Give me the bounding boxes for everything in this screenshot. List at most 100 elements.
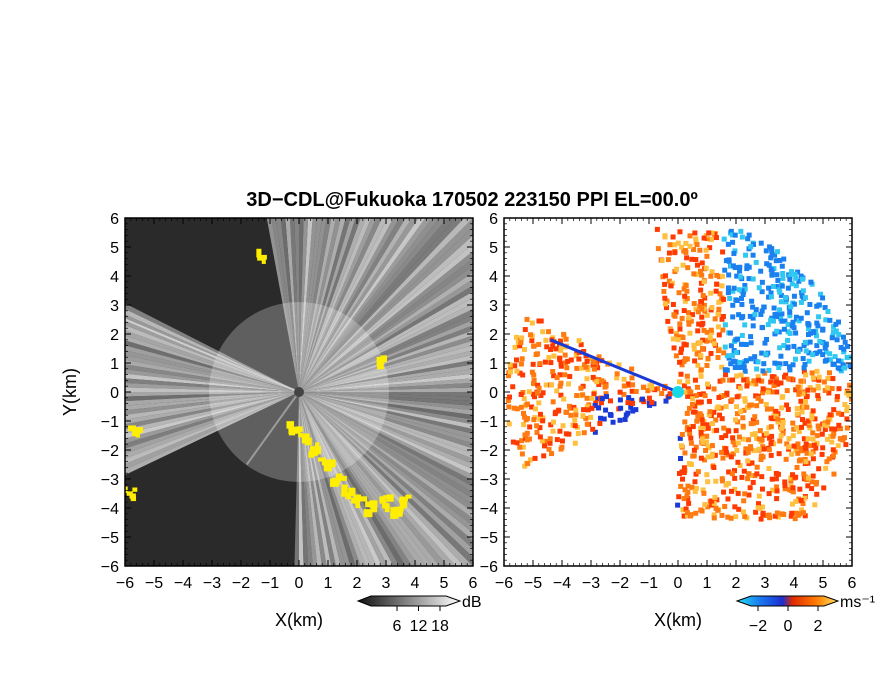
doppler-pixel: [830, 376, 836, 382]
doppler-pixel: [514, 368, 520, 374]
doppler-pixel: [654, 226, 660, 232]
doppler-pixel: [717, 291, 723, 297]
doppler-pixel: [758, 516, 764, 522]
doppler-pixel: [603, 383, 609, 389]
doppler-pixel: [588, 414, 594, 420]
doppler-pixel: [737, 463, 743, 469]
doppler-pixel: [803, 474, 809, 480]
doppler-pixel: [805, 475, 811, 481]
doppler-pixel: [701, 433, 707, 439]
doppler-pixel: [537, 425, 543, 431]
doppler-pixel: [699, 314, 705, 320]
reflectivity-beam: [125, 373, 299, 392]
doppler-pixel: [810, 473, 816, 479]
doppler-pixel: [807, 443, 813, 449]
x-tick-label: 6: [469, 575, 478, 592]
doppler-pixel: [837, 436, 843, 442]
doppler-pixel: [768, 267, 774, 273]
doppler-pixel: [755, 505, 761, 511]
doppler-pixel: [674, 266, 680, 272]
doppler-pixel: [519, 356, 525, 362]
doppler-pixel: [689, 401, 695, 407]
doppler-pixel: [588, 356, 594, 362]
doppler-pixel: [719, 364, 725, 370]
doppler-pixel: [698, 399, 704, 405]
doppler-pixel: [711, 500, 717, 506]
doppler-pixel: [766, 465, 772, 471]
doppler-pixel: [781, 326, 787, 332]
doppler-pixel: [709, 269, 715, 275]
doppler-pixel: [799, 424, 805, 430]
overlay-pixel: [363, 509, 373, 518]
doppler-pixel: [791, 301, 797, 307]
doppler-pixel: [738, 408, 744, 414]
doppler-pixel: [763, 248, 769, 254]
doppler-pixel: [684, 410, 690, 416]
doppler-pixel: [687, 431, 693, 437]
doppler-pixel: [823, 349, 829, 355]
doppler-pixel: [529, 338, 535, 344]
doppler-pixel: [786, 444, 792, 450]
doppler-pixel: [835, 410, 841, 416]
doppler-pixel: [789, 323, 795, 329]
doppler-pixel: [832, 354, 838, 360]
doppler-pixel: [784, 388, 790, 394]
doppler-pixel: [797, 511, 803, 517]
reflectivity-beam: [299, 235, 473, 392]
doppler-pixel: [741, 407, 747, 413]
doppler-pixel: [713, 505, 719, 511]
reflectivity-beam: [125, 392, 299, 397]
doppler-pixel: [691, 342, 697, 348]
doppler-pixel: [557, 383, 563, 389]
doppler-pixel: [766, 262, 772, 268]
doppler-pixel: [742, 398, 748, 404]
doppler-pixel: [819, 431, 825, 437]
doppler-pixel: [563, 431, 569, 437]
overlay-pixel: [341, 484, 348, 492]
doppler-pixel: [622, 416, 628, 422]
doppler-pixel: [753, 509, 759, 515]
doppler-pixel: [628, 404, 634, 410]
doppler-pixel: [764, 261, 770, 267]
reflectivity-beam: [299, 340, 473, 392]
doppler-pixel: [823, 341, 829, 347]
doppler-pixel: [724, 390, 730, 396]
doppler-pixel: [691, 453, 697, 459]
x-tick-label: −1: [261, 575, 279, 592]
doppler-pixel: [794, 425, 800, 431]
doppler-pixel: [790, 485, 796, 491]
doppler-pixel: [763, 431, 769, 437]
y-tick-label: 5: [489, 240, 498, 257]
doppler-pixel: [534, 423, 540, 429]
doppler-pixel: [760, 386, 766, 392]
doppler-pixel: [809, 370, 815, 376]
doppler-pixel: [598, 415, 604, 421]
doppler-pixel: [787, 273, 793, 279]
reflectivity-beam: [125, 392, 299, 429]
reflectivity-beam: [299, 392, 456, 566]
doppler-pixel: [787, 313, 793, 319]
doppler-pixel: [679, 362, 685, 368]
doppler-pixel: [787, 330, 793, 336]
doppler-pixel: [823, 465, 829, 471]
doppler-pixel: [780, 275, 786, 281]
doppler-pixel: [704, 312, 710, 318]
doppler-pixel: [686, 310, 692, 316]
doppler-pixel: [730, 263, 736, 269]
doppler-pixel: [768, 452, 774, 458]
doppler-pixel: [777, 257, 783, 263]
doppler-pixel: [740, 423, 746, 429]
doppler-pixel: [610, 419, 616, 425]
doppler-pixel: [768, 424, 774, 430]
doppler-pixel: [621, 383, 627, 389]
doppler-pixel: [779, 511, 785, 517]
doppler-pixel: [753, 381, 759, 387]
doppler-pixel: [688, 318, 694, 324]
doppler-pixel: [520, 444, 526, 450]
doppler-pixel: [695, 413, 701, 419]
doppler-pixel: [690, 247, 696, 253]
doppler-pixel: [534, 351, 540, 357]
right-axes: −6 −5 −4 −3 −2 −1 0 1 2 3 4 5 6 6 5 4 3 2 1 0 −1 −2 −3 −4 −5 −6: [480, 211, 857, 592]
doppler-pixel: [517, 444, 523, 450]
doppler-pixel: [692, 230, 698, 236]
